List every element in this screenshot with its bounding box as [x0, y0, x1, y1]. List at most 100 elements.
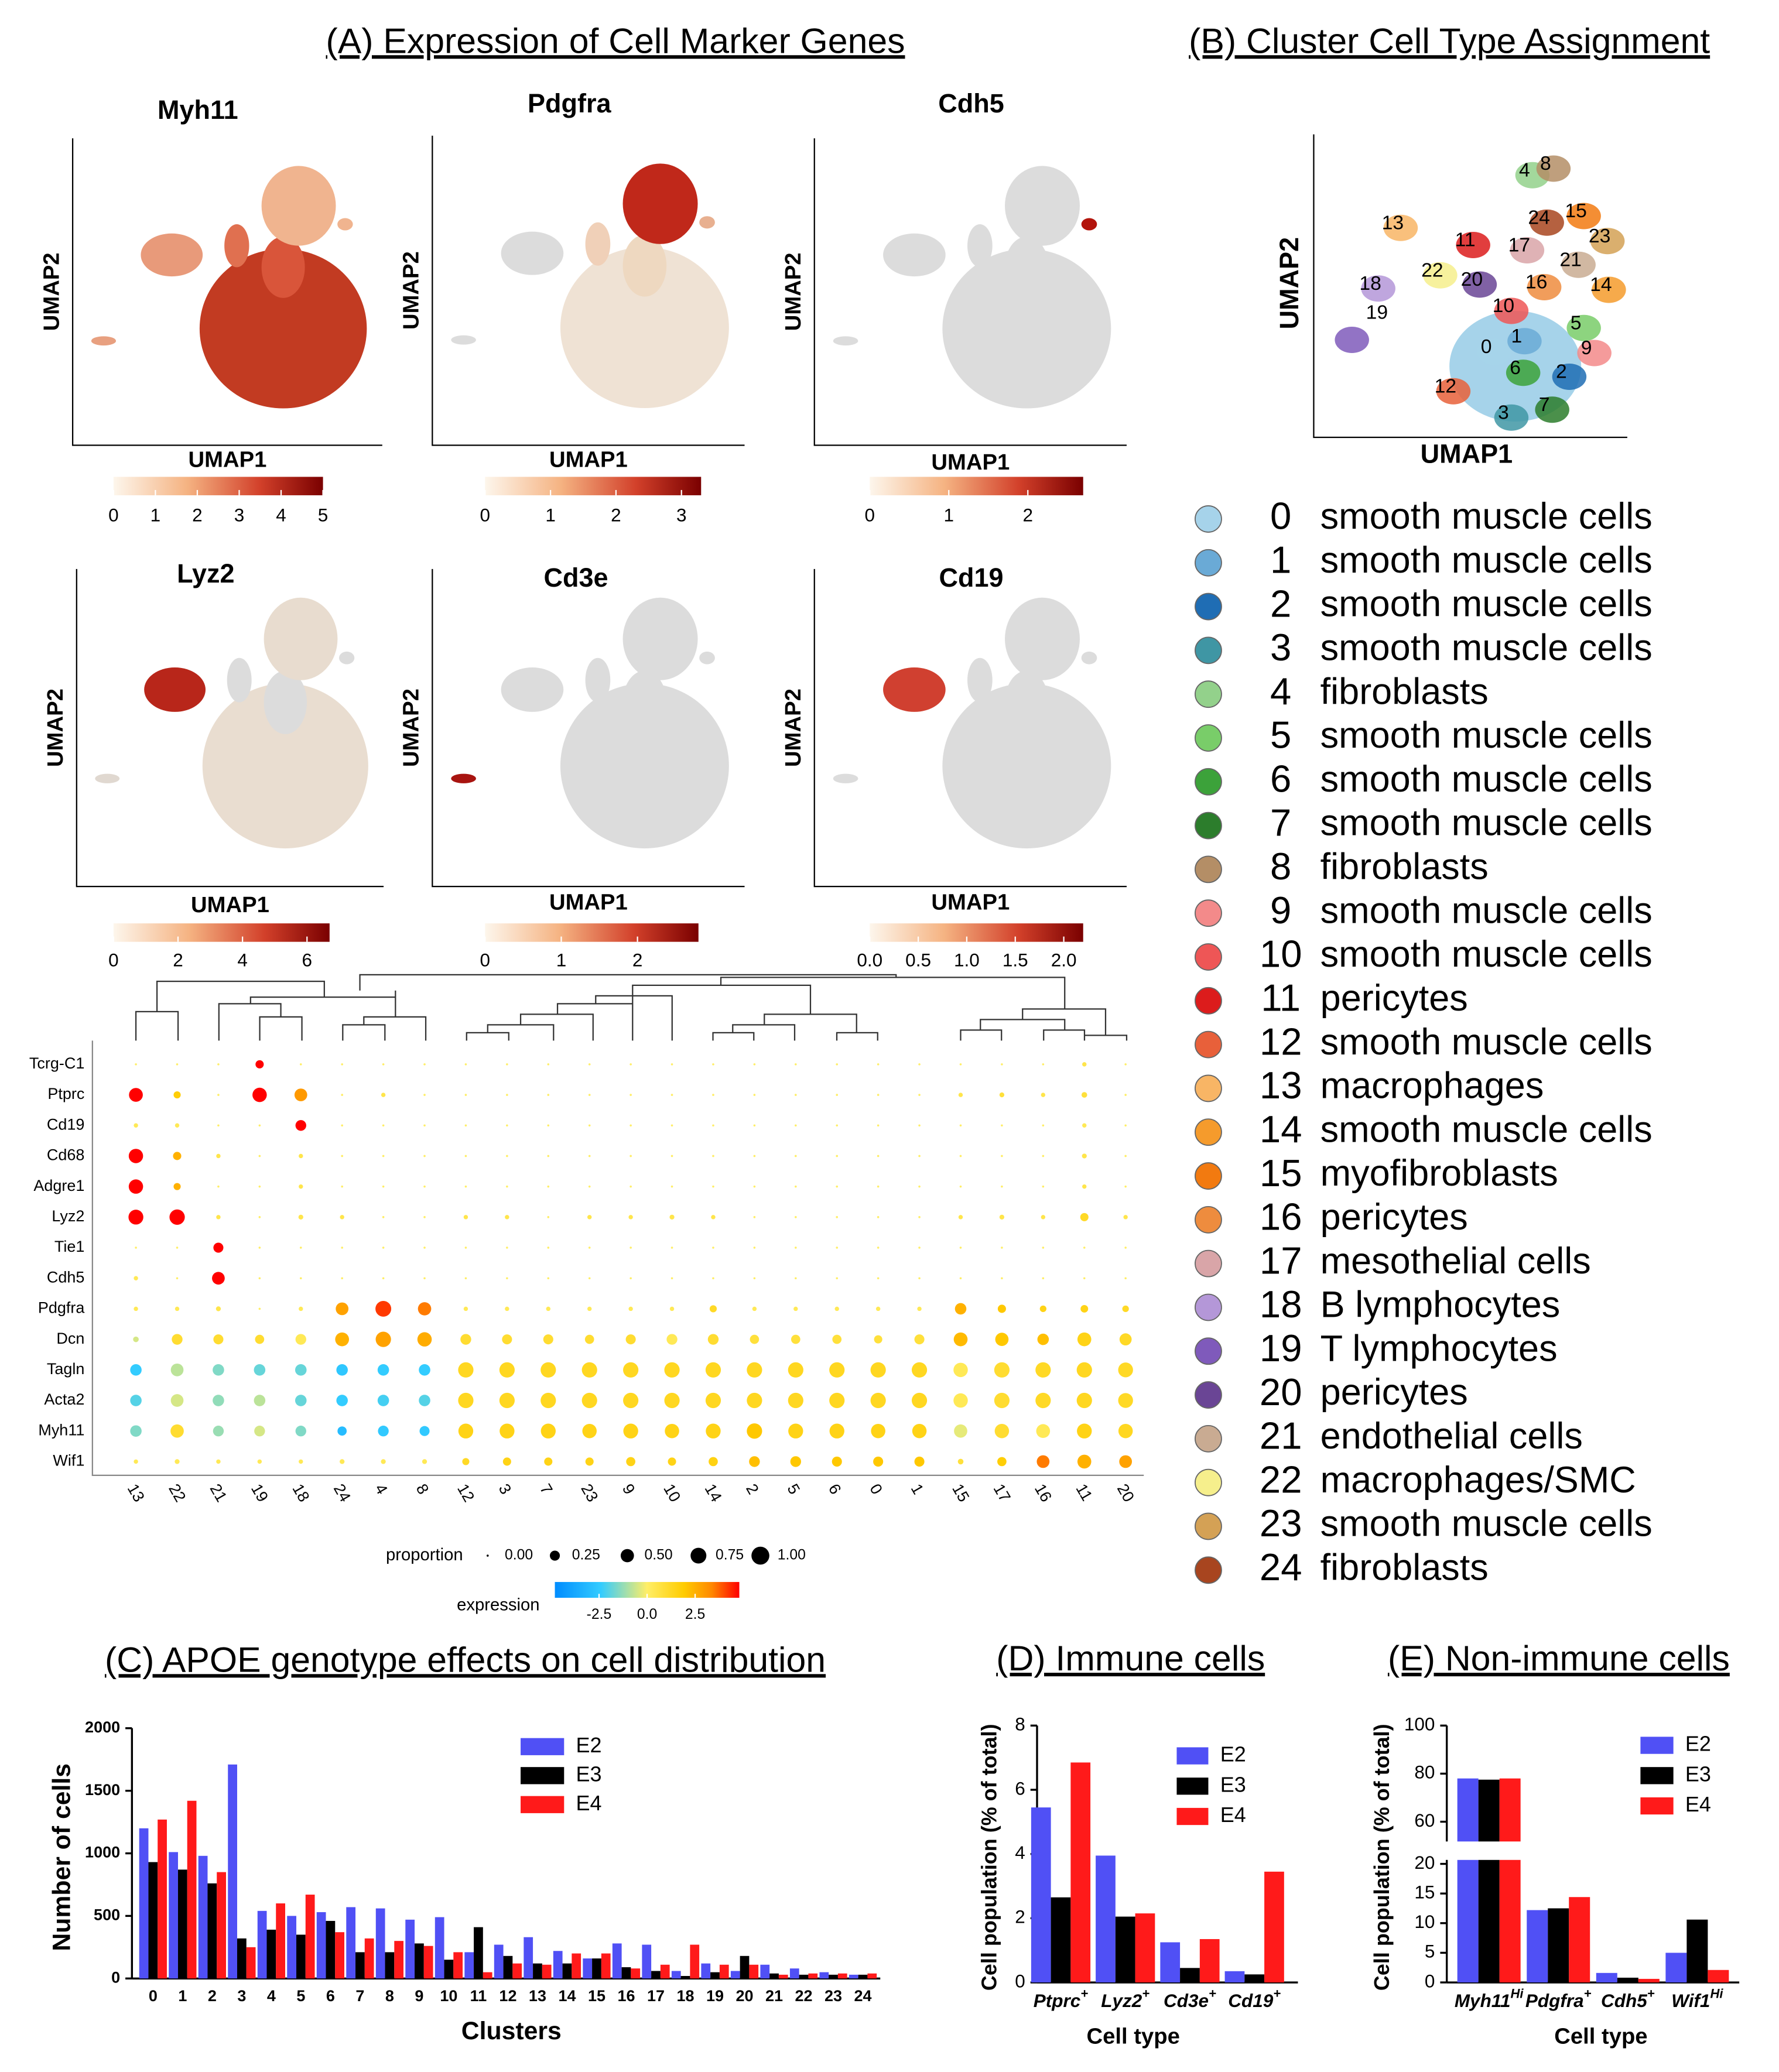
legend-marker [1195, 1162, 1222, 1190]
legend-swatch [521, 1767, 565, 1785]
bar [198, 1855, 208, 1979]
bar [808, 1973, 818, 1979]
category-superscript: + [1142, 1986, 1149, 2001]
axis-line [813, 138, 1127, 446]
legend-swatch [521, 1796, 565, 1813]
umap-cells [585, 222, 611, 266]
dot [547, 1155, 550, 1157]
y-tick-label: 1000 [85, 1844, 120, 1861]
dot [258, 1124, 261, 1127]
category-name: Cd19 [1228, 1990, 1273, 2011]
dot [836, 1185, 839, 1188]
dot [1037, 1333, 1049, 1345]
dot [918, 1124, 921, 1127]
legend-marker [1195, 1293, 1222, 1321]
dot [135, 1063, 137, 1066]
legend-id: 8 [1270, 845, 1291, 888]
dot [1081, 1092, 1087, 1098]
plot-title: Lyz2 [177, 559, 234, 588]
x-tick-label: 19 [706, 1987, 724, 2005]
category-superscript: + [1080, 1986, 1088, 2001]
cluster-label: 24 [1528, 206, 1550, 228]
dot [668, 1457, 676, 1466]
umap-cells [1456, 231, 1490, 258]
bar [483, 1972, 492, 1979]
dot [213, 1334, 224, 1345]
cluster-label: 21 [1559, 248, 1582, 270]
x-tick-label: 2 [208, 1987, 217, 2005]
dot [295, 1426, 306, 1437]
dot [1036, 1455, 1050, 1468]
bar [494, 1944, 504, 1979]
legend-id: 21 [1260, 1415, 1302, 1457]
dot [1124, 1277, 1127, 1280]
dot [257, 1459, 262, 1464]
umap-cells [95, 773, 120, 783]
bar [1160, 1942, 1181, 1983]
dot [258, 1185, 261, 1188]
umap-cells [1592, 276, 1626, 303]
x-tick-label: 9 [415, 1987, 423, 2005]
category-superscript: + [1273, 1986, 1281, 2001]
cluster-label: 20 [1461, 268, 1483, 290]
umap-cells [224, 224, 249, 268]
dot [134, 1123, 138, 1128]
category-superscript: + [1209, 1986, 1216, 2001]
bar [1686, 1919, 1708, 1983]
plot-title: Cd19 [939, 563, 1003, 593]
legend-id: 23 [1260, 1502, 1302, 1544]
dot [336, 1395, 348, 1406]
legend-marker [1195, 636, 1222, 665]
gene-label: Myh11 [38, 1421, 84, 1439]
legend-id: 9 [1270, 889, 1291, 931]
dot [254, 1395, 266, 1406]
umap-cells [967, 657, 993, 703]
dot [506, 1155, 508, 1157]
dot [254, 1364, 266, 1376]
x-axis-label: UMAP1 [189, 447, 267, 472]
dot [458, 1392, 474, 1409]
umap-cells [622, 670, 667, 734]
color-legend-label: 2.5 [685, 1607, 705, 1622]
bar [207, 1883, 217, 1979]
bar [730, 1971, 740, 1979]
legend-id: 0 [1270, 495, 1291, 537]
bar [1180, 1968, 1200, 1983]
x-tick-label: 3 [237, 1987, 246, 2005]
colorbar [113, 923, 330, 942]
dot [506, 1063, 508, 1066]
bar [524, 1937, 533, 1979]
cluster-label: 5 [1571, 311, 1582, 334]
dot [419, 1364, 430, 1376]
size-legend-label: 0.75 [716, 1547, 744, 1563]
dot [917, 1306, 922, 1311]
bar [474, 1927, 483, 1979]
dot [959, 1246, 962, 1249]
cluster-label: 8 [413, 1481, 432, 1497]
dot [959, 1155, 962, 1157]
y-axis-label: UMAP2 [1274, 237, 1304, 329]
legend-id: 3 [1270, 626, 1291, 669]
bar [1478, 1779, 1500, 1842]
dot [834, 1306, 839, 1311]
cluster-label: 2 [743, 1481, 762, 1497]
axis-line [432, 568, 745, 888]
dot [623, 1362, 639, 1378]
dot [790, 1456, 802, 1467]
cluster-label: 7 [536, 1481, 556, 1497]
bar [405, 1919, 415, 1979]
bar [266, 1929, 276, 1979]
dot [505, 1215, 509, 1220]
dot [706, 1423, 721, 1439]
bar [316, 1912, 326, 1979]
legend-marker [1195, 680, 1222, 708]
dot [1077, 1423, 1092, 1439]
dot [377, 1395, 389, 1406]
legend-name: fibroblasts [1320, 847, 1489, 888]
bar [394, 1941, 404, 1979]
x-tick-label: 16 [617, 1987, 635, 2005]
bar [287, 1916, 297, 1979]
legend-name: endothelial cells [1320, 1416, 1583, 1457]
dot [299, 1153, 303, 1159]
bar [169, 1852, 178, 1979]
